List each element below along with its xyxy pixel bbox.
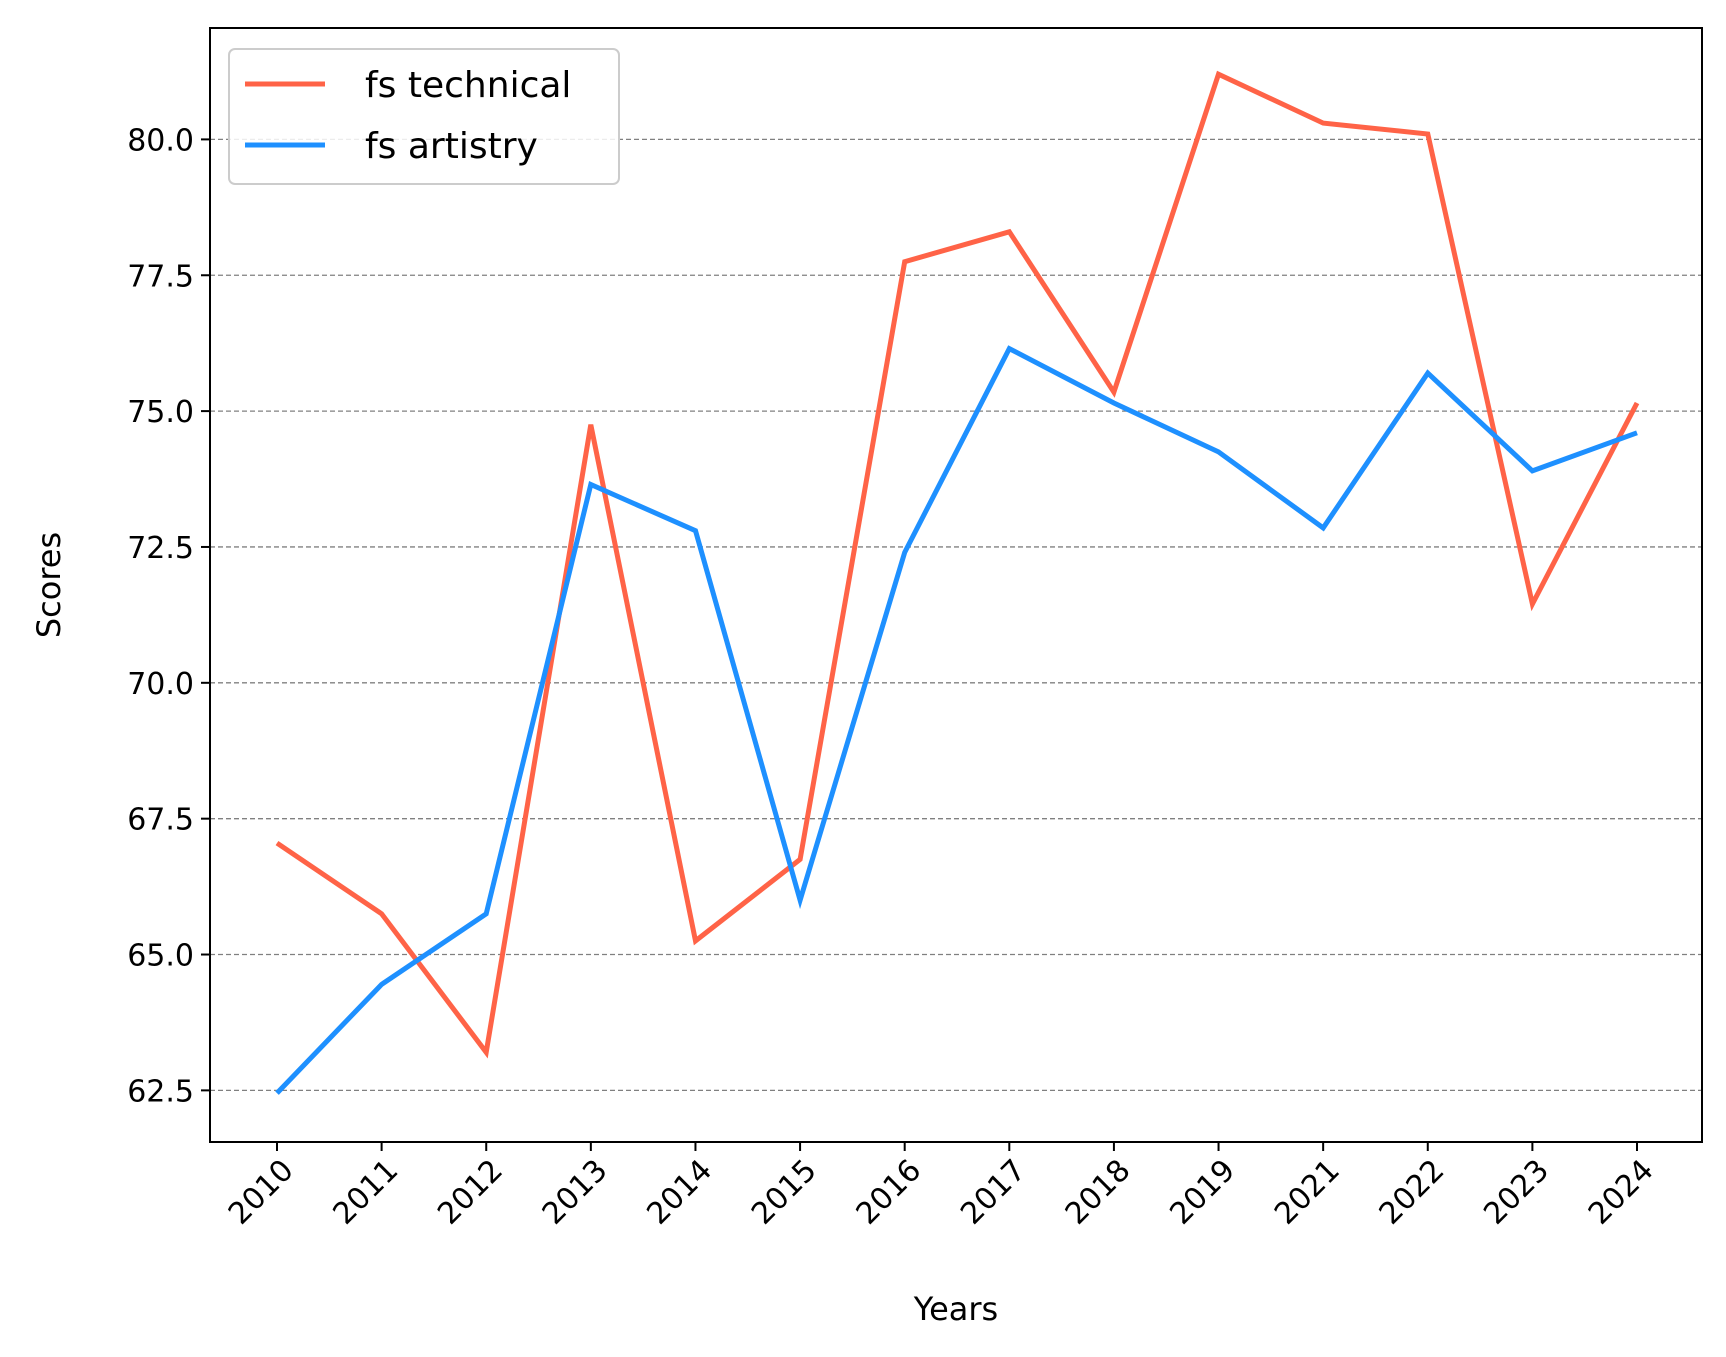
y-tick-label: 67.5: [127, 803, 194, 838]
data-point-fs-technical-2024: [1637, 402, 1638, 403]
y-axis-title: Scores: [30, 532, 68, 638]
data-point-fs-artistry-2012: [486, 913, 487, 914]
legend-label-fs-artistry: fs artistry: [365, 126, 538, 167]
data-point-fs-artistry-2010: [277, 1093, 278, 1094]
legend-label-fs-technical: fs technical: [365, 65, 571, 106]
data-point-fs-artistry-2023: [1532, 470, 1533, 471]
data-point-fs-artistry-2015: [800, 900, 801, 901]
plot-area-frame: [209, 27, 1703, 1143]
data-point-fs-artistry-2019: [1218, 451, 1219, 452]
data-point-fs-technical-2015: [800, 859, 801, 860]
data-point-fs-technical-2012: [486, 1052, 487, 1053]
data-point-fs-artistry-2024: [1637, 432, 1638, 433]
series-line-fs-artistry: [275, 345, 1638, 1095]
y-tick-label: 72.5: [127, 531, 194, 566]
data-point-fs-technical-2023: [1532, 604, 1533, 605]
y-tick-label: 80.0: [127, 123, 194, 158]
series-lines: [275, 70, 1640, 1095]
data-point-fs-technical-2010: [277, 843, 278, 844]
data-point-fs-artistry-2011: [381, 984, 382, 985]
y-tick-label: 62.5: [127, 1074, 194, 1109]
data-point-fs-technical-2017: [1009, 231, 1010, 232]
data-point-fs-artistry-2021: [1323, 527, 1324, 528]
data-point-fs-artistry-2022: [1427, 373, 1428, 374]
data-point-fs-technical-2019: [1218, 74, 1219, 75]
y-tick-label: 77.5: [127, 259, 194, 294]
y-tick-label: 65.0: [127, 939, 194, 974]
data-point-fs-technical-2014: [695, 940, 696, 941]
y-axis-ticks: 62.5 65.0 67.5 70.0 72.5 75.0 77.5 80.0: [127, 123, 210, 1109]
data-point-fs-technical-2022: [1427, 133, 1428, 134]
x-axis-title: Years: [913, 1290, 998, 1328]
data-point-fs-artistry-2013: [590, 484, 591, 485]
legend-box: [228, 48, 620, 185]
data-point-fs-artistry-2018: [1113, 402, 1114, 403]
y-tick-label: 75.0: [127, 395, 194, 430]
data-point-fs-technical-2011: [381, 913, 382, 914]
data-point-fs-technical-2016: [904, 261, 905, 262]
y-tick-label: 70.0: [127, 667, 194, 702]
data-point-fs-technical-2013: [590, 424, 591, 425]
legend: fs technical fs artistry: [228, 48, 620, 185]
data-point-fs-artistry-2017: [1009, 348, 1010, 349]
data-point-fs-technical-2021: [1323, 123, 1324, 124]
data-point-fs-technical-2018: [1113, 392, 1114, 393]
data-point-fs-artistry-2014: [695, 530, 696, 531]
grid-lines: [210, 138, 1702, 1092]
series-line-fs-technical: [275, 70, 1640, 1059]
data-point-fs-artistry-2016: [904, 552, 905, 553]
